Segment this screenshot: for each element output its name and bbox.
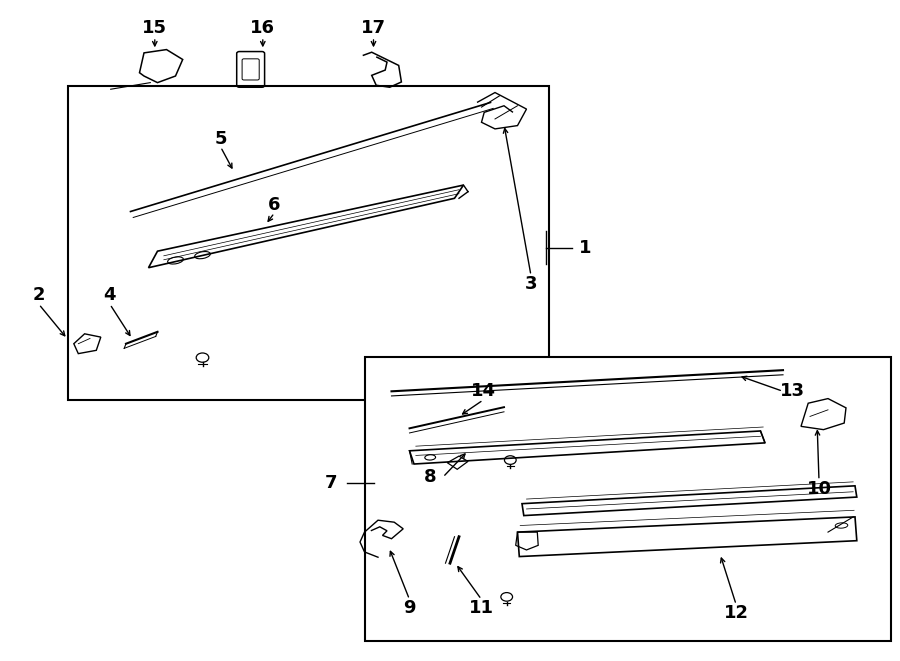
Text: 6: 6 <box>268 196 281 214</box>
Text: 5: 5 <box>214 130 227 148</box>
Text: 16: 16 <box>250 19 275 37</box>
Text: 13: 13 <box>779 382 805 401</box>
Text: 3: 3 <box>525 275 537 293</box>
Text: 14: 14 <box>471 382 496 401</box>
Text: 15: 15 <box>142 19 167 37</box>
Text: 1: 1 <box>579 239 591 257</box>
Text: 4: 4 <box>104 286 116 305</box>
Text: 11: 11 <box>469 599 494 617</box>
Text: 17: 17 <box>361 19 386 37</box>
FancyBboxPatch shape <box>364 357 891 641</box>
Text: 2: 2 <box>32 286 45 305</box>
Text: 10: 10 <box>806 480 832 498</box>
FancyBboxPatch shape <box>68 86 549 400</box>
Text: 9: 9 <box>403 599 416 617</box>
Text: 7: 7 <box>325 473 338 492</box>
Text: 8: 8 <box>424 468 436 486</box>
Text: 12: 12 <box>724 604 749 623</box>
